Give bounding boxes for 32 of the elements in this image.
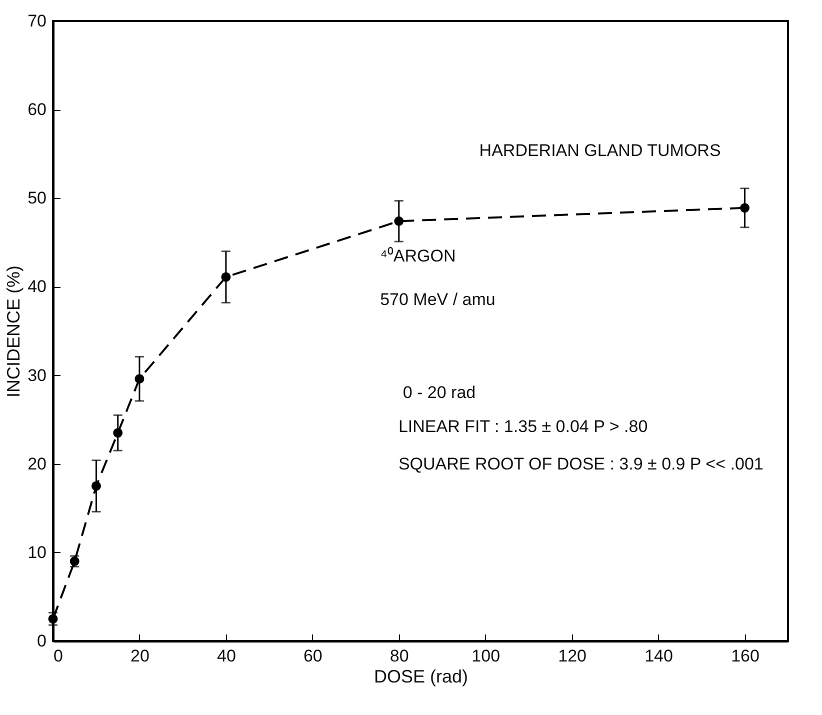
y-tick-label: 70 [28,12,46,30]
point [91,481,101,491]
x-tick-label: 60 [303,646,322,666]
y-tick-label: 40 [28,277,46,296]
point [113,428,123,438]
annotation: SQUARE ROOT OF DOSE : 3.9 ± 0.9 P << .001 [398,454,764,474]
y-axis-title: INCIDENCE (%) [4,265,24,398]
x-tick-label: 0 [54,646,63,666]
point [134,374,144,384]
y-tick-label: 60 [28,100,46,120]
y-tick-label: 0 [37,632,46,650]
annotation: LINEAR FIT : 1.35 ± 0.04 P > .80 [398,417,648,436]
annotation: ⁴⁰ARGON [380,246,456,266]
x-tick-label: 40 [216,646,236,666]
annotation: HARDERIAN GLAND TUMORS [479,141,721,160]
x-tick-label: 140 [644,646,673,666]
x-tick-label: 80 [390,646,409,666]
x-tick-label: 20 [130,646,150,666]
point [221,272,231,282]
y-tick-label: 50 [28,188,46,208]
y-tick-label: 10 [28,542,46,562]
x-tick-label: 160 [731,646,760,666]
x-tick-label: 120 [558,646,587,666]
y-tick-label: 20 [28,454,46,474]
x-tick-label: 100 [472,646,500,666]
point [48,614,58,624]
annotation: 0 - 20 rad [402,383,476,402]
y-tick-label: 30 [28,366,46,385]
x-axis-title: DOSE (rad) [374,666,468,686]
annotation: 570 MeV / amu [380,290,496,309]
point [740,203,750,213]
point [394,216,404,226]
